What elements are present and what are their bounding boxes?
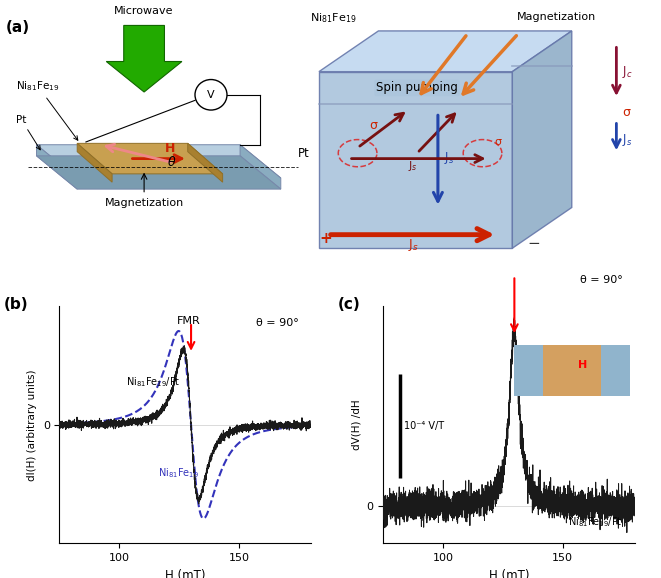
Text: (b): (b) [4,297,29,312]
Text: J$_s$: J$_s$ [408,160,418,173]
Text: Spin pumping: Spin pumping [376,81,458,94]
Polygon shape [240,144,281,189]
Text: Microwave: Microwave [114,6,174,16]
Polygon shape [319,31,572,72]
Circle shape [195,80,227,110]
Text: θ = 90°: θ = 90° [256,318,299,328]
Y-axis label: dI(H) (arbitrary units): dI(H) (arbitrary units) [27,369,37,480]
Polygon shape [319,72,512,249]
Polygon shape [77,143,112,182]
Polygon shape [36,144,77,189]
Text: θ = 90°: θ = 90° [580,275,623,285]
Polygon shape [77,143,223,174]
Text: Pt: Pt [16,114,40,150]
Text: σ: σ [623,106,631,119]
Polygon shape [36,156,281,189]
Text: σ: σ [369,118,377,132]
Text: (a): (a) [5,20,29,35]
Polygon shape [512,31,572,249]
Text: J$_s$: J$_s$ [408,237,419,253]
Text: Ni$_{81}$Fe$_{19}$/Pt: Ni$_{81}$Fe$_{19}$/Pt [126,375,181,389]
Text: J$_s$: J$_s$ [444,150,454,166]
X-axis label: H (mT): H (mT) [488,569,529,578]
X-axis label: H (mT): H (mT) [165,569,206,578]
Text: (c): (c) [338,297,361,312]
Text: 10⁻⁴ V/T: 10⁻⁴ V/T [404,421,444,431]
Text: Ni$_{81}$Fe$_{19}$: Ni$_{81}$Fe$_{19}$ [310,12,356,25]
Text: −: − [527,236,540,251]
Y-axis label: dV(H) /dH: dV(H) /dH [351,399,361,450]
Text: V: V [207,90,215,100]
Text: Ni$_{81}$Fe$_{19}$: Ni$_{81}$Fe$_{19}$ [157,466,198,480]
Text: Ni$_{81}$Fe$_{19}$/Pt: Ni$_{81}$Fe$_{19}$/Pt [568,515,623,528]
Text: Pt: Pt [298,147,310,160]
Polygon shape [188,143,223,182]
Text: J$_c$: J$_c$ [623,64,633,80]
Polygon shape [36,144,281,178]
Text: Ni$_{81}$Fe$_{19}$: Ni$_{81}$Fe$_{19}$ [16,79,78,140]
Text: J$_s$: J$_s$ [623,132,633,147]
Text: Magnetization: Magnetization [104,198,184,208]
Text: H: H [165,142,175,155]
Polygon shape [106,25,182,92]
Text: $\theta$: $\theta$ [167,154,176,169]
Text: +: + [319,231,332,246]
Text: Magnetization: Magnetization [518,12,596,22]
Text: σ: σ [494,137,502,147]
Text: FMR: FMR [176,316,200,326]
